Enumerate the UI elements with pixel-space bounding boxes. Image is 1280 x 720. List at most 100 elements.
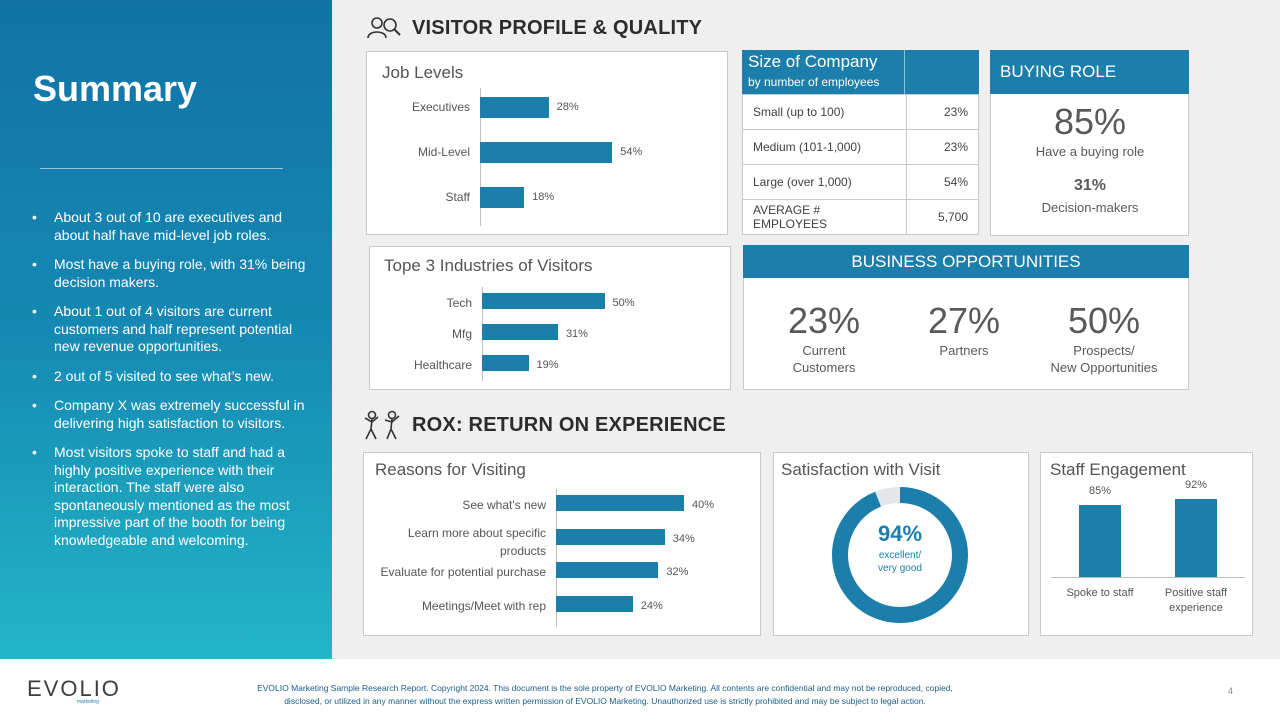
summary-bullet: Most visitors spoke to staff and had a h… [28, 444, 308, 549]
business-opportunities-card: BUSINESS OPPORTUNITIES 23% Current Custo… [743, 245, 1189, 390]
bar-value-label: 32% [666, 566, 689, 578]
card-title: Staff Engagement [1050, 460, 1186, 479]
row-value: 5,700 [906, 199, 979, 235]
company-size-table: Small (up to 100) 23% Medium (101-1,000) 2… [742, 94, 979, 235]
row-value: 23% [906, 129, 979, 165]
bar [480, 187, 525, 208]
bar [482, 324, 558, 340]
opportunity-value: 23% [787, 300, 861, 341]
decision-makers-caption: Decision-makers [1041, 200, 1139, 215]
row-label: Large (over 1,000) [742, 164, 907, 200]
copyright-line: EVOLIO Marketing Sample Research Report.… [257, 683, 953, 693]
bar-value-label: 28% [556, 101, 579, 113]
footer [0, 659, 1280, 720]
bar-label: Learn more about specific products [364, 524, 546, 560]
bar-value-label: 40% [692, 499, 715, 511]
satisfaction-donut [832, 487, 968, 623]
section-title: VISITOR PROFILE & QUALITY [412, 16, 703, 39]
evolio-logo: EVOLIO [27, 676, 121, 702]
staff-engagement-card: Staff Engagement 85% Spoke to staff 92% Pos… [1040, 452, 1253, 636]
bar-value-label: 54% [620, 146, 643, 158]
card-title: Job Levels [382, 63, 464, 82]
bar [556, 495, 684, 511]
buying-role-caption: Have a buying role [1035, 144, 1145, 159]
row-label: Medium (101-1,000) [742, 129, 907, 165]
summary-bullet: 2 out of 5 visited to see what’s new. [28, 368, 308, 386]
card-title: Satisfaction with Visit [781, 460, 941, 479]
table-row: AVERAGE # EMPLOYEES 5,700 [742, 199, 979, 235]
bar-label: Tech [446, 296, 472, 310]
bar [556, 528, 665, 545]
copyright-notice: EVOLIO Marketing Sample Research Report.… [200, 682, 1010, 708]
page-number: 4 [1228, 686, 1234, 696]
bar-category-label: Positive staff experience [1146, 586, 1246, 616]
bar-value-label: 18% [532, 191, 555, 203]
summary-title: Summary [33, 68, 198, 109]
people-search-icon [367, 17, 401, 39]
header-divider [904, 50, 905, 94]
opportunity-label: Prospects/ New Opportunities [1034, 342, 1174, 376]
bar-label: Staff [445, 190, 470, 204]
row-label: AVERAGE # EMPLOYEES [742, 199, 907, 235]
section-title: ROX: RETURN ON EXPERIENCE [412, 413, 726, 436]
reasons-card: Reasons for Visiting See what's new 40% Le… [363, 452, 761, 636]
company-size-title: Size of Company [748, 52, 878, 71]
table-row: Medium (101-1,000) 23% [742, 129, 979, 165]
opportunity-label-line: New Opportunities [1050, 360, 1158, 375]
divider [40, 168, 283, 169]
bar-label: See what's new [462, 498, 546, 512]
summary-sidebar: Summary About 3 out of 10 are executives… [0, 0, 332, 659]
bar [556, 562, 659, 578]
summary-bullet: About 3 out of 10 are executives and abo… [28, 209, 308, 244]
bar-value-label: 85% [1088, 484, 1112, 497]
summary-bullet: About 1 out of 4 visitors are current cu… [28, 303, 308, 356]
bar-label-line: Learn more about specific [407, 525, 546, 540]
satisfaction-caption: excellent/ very good [830, 549, 970, 575]
logo-subtext: marketing [77, 699, 99, 705]
bar-label: Evaluate for potential purchase [380, 565, 546, 579]
row-label: Small (up to 100) [742, 94, 907, 130]
bar-value-label: 50% [612, 297, 635, 309]
opportunity-label-line: Partners [939, 343, 989, 358]
bar-category-line: Positive staff [1164, 587, 1228, 599]
bar-label: Mid-Level [417, 145, 470, 159]
opportunity-value: 50% [1067, 300, 1141, 341]
buying-role-header: BUYING ROLE [990, 50, 1189, 94]
donut-value-arc [832, 487, 968, 623]
bar-value-label: 24% [640, 599, 663, 612]
bar-label-line: products [499, 543, 546, 558]
bar-value-label: 34% [672, 532, 695, 545]
baseline [1051, 577, 1245, 578]
bar-label: Healthcare [413, 358, 472, 372]
bar-category-line: experience [1169, 602, 1223, 614]
industries-card: Tope 3 Industries of Visitors Tech 50% Mfg… [369, 246, 731, 390]
axis-line [556, 489, 557, 627]
company-size-subtitle: by number of employees [748, 75, 880, 89]
bar-label: Executives [411, 100, 470, 114]
opportunity-label: Current Customers [754, 342, 894, 376]
opportunity-label-line: Current [802, 343, 846, 358]
bar [1175, 499, 1217, 577]
bar [556, 595, 633, 612]
bar-category-line: Spoke to staff [1066, 587, 1134, 599]
section-heading-profile: VISITOR PROFILE & QUALITY [366, 14, 702, 42]
section-heading-rox: ROX: RETURN ON EXPERIENCE [362, 408, 726, 442]
satisfaction-percent: 94% [877, 521, 923, 546]
bar-category-label: Spoke to staff [1050, 586, 1150, 601]
bar-value-label: 19% [536, 359, 559, 371]
opportunity-label: Partners [894, 342, 1034, 359]
celebrating-people-icon [364, 410, 400, 440]
opportunity-label-line: Customers [792, 360, 856, 375]
summary-bullet: Company X was extremely successful in de… [28, 397, 308, 432]
bar [480, 142, 613, 163]
job-levels-card: Job Levels Executives 28% Mid-Level 54% Staf… [366, 51, 728, 235]
summary-bullets: About 3 out of 10 are executives and abo… [28, 209, 308, 561]
card-title: Tope 3 Industries of Visitors [384, 256, 593, 275]
bar-value-label: 92% [1184, 479, 1208, 491]
bar-label: Mfg [451, 327, 472, 341]
table-row: Large (over 1,000) 54% [742, 164, 979, 200]
buying-role-card: BUYING ROLE 85% Have a buying role 31% D… [990, 50, 1189, 236]
opportunity-value: 27% [927, 300, 1001, 341]
buying-role-percent: 85% [1053, 101, 1127, 142]
bar [482, 355, 529, 371]
